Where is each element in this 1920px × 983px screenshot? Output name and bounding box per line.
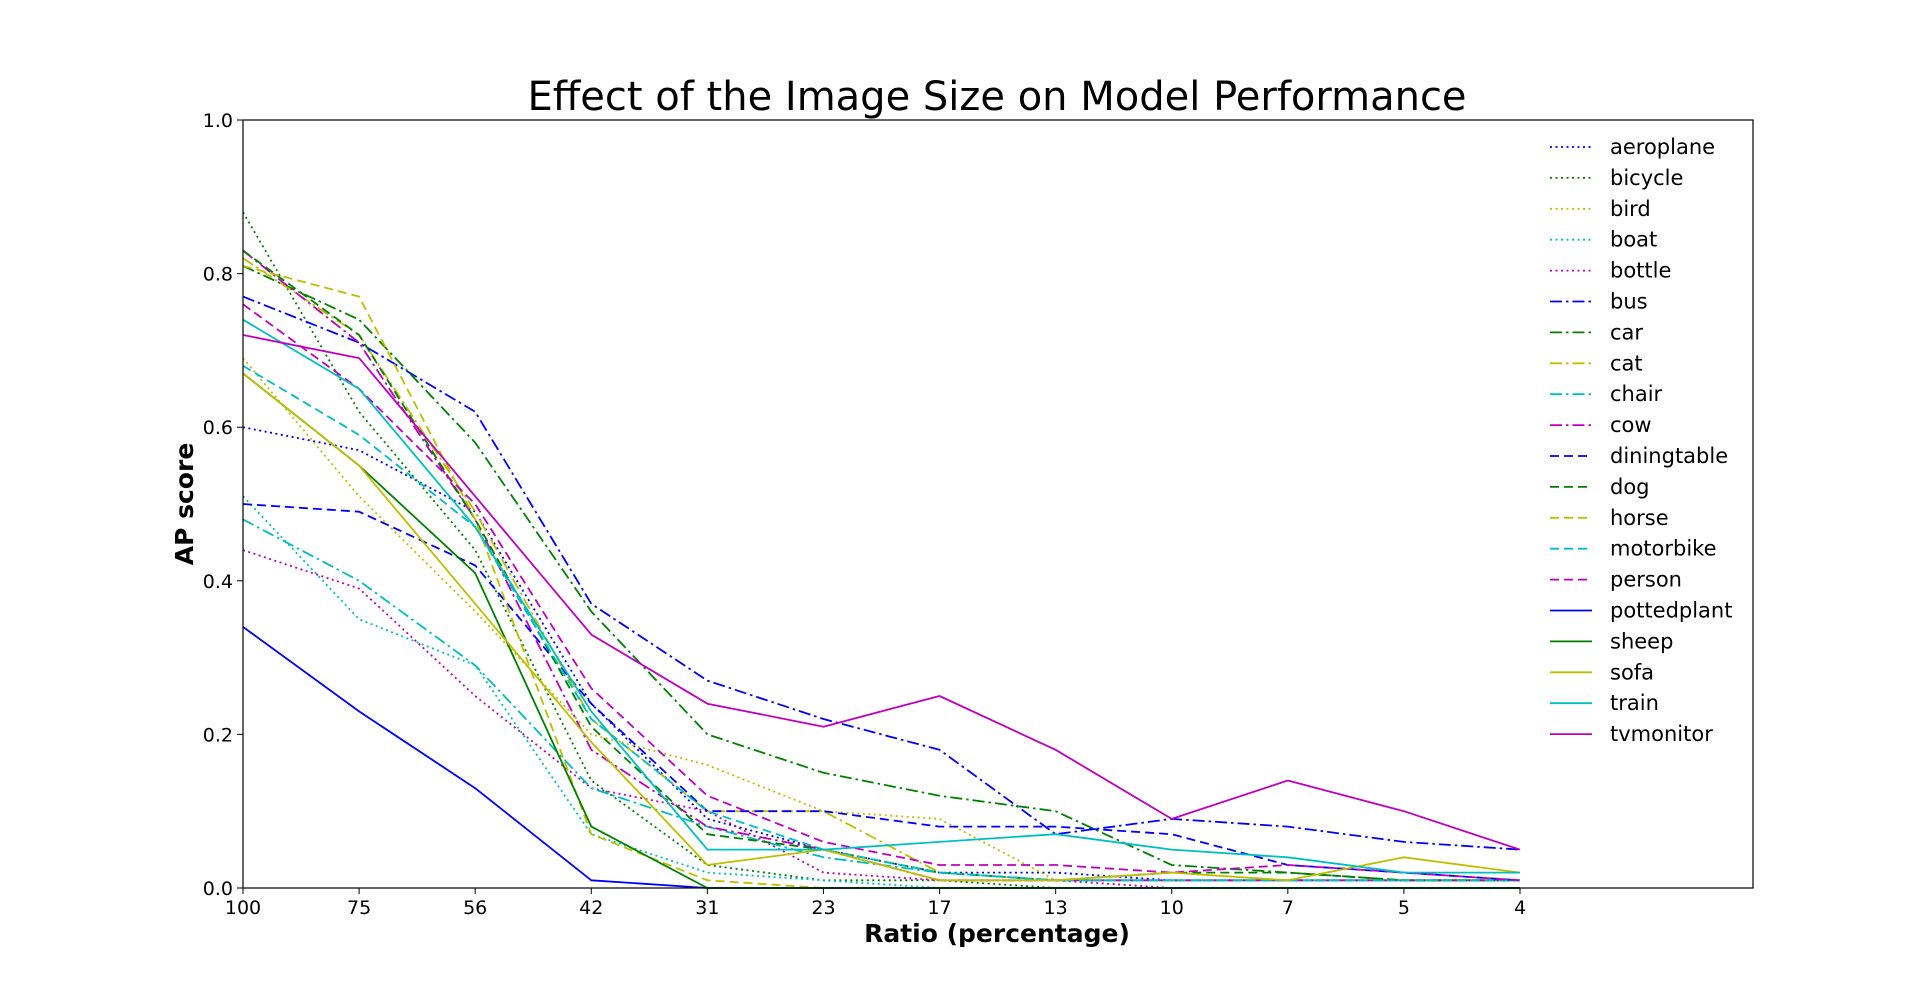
y-tick-label: 1.0	[203, 110, 233, 132]
legend-item-horse: horse	[1550, 506, 1669, 530]
x-tick-label: 75	[347, 897, 371, 919]
legend-item-cow: cow	[1550, 413, 1652, 437]
x-axis-label: Ratio (percentage)	[864, 919, 1130, 948]
series-line-diningtable	[242, 503, 1521, 882]
plot-frame	[242, 119, 1754, 889]
legend-label: train	[1610, 691, 1659, 715]
legend-label: bicycle	[1610, 166, 1683, 190]
legend-label: cow	[1610, 413, 1652, 437]
x-tick-label: 56	[463, 897, 487, 919]
legend-label: bird	[1610, 197, 1651, 221]
y-tick-label: 0.8	[203, 264, 233, 286]
legend-label: dog	[1610, 475, 1650, 499]
legend: aeroplane bicycle bird boat bottle bus car cat c…	[1550, 135, 1732, 746]
legend-label: boat	[1610, 228, 1657, 252]
legend-item-bicycle: bicycle	[1550, 166, 1683, 190]
x-tick-label: 13	[1044, 897, 1068, 919]
series-line-tvmonitor	[242, 334, 1521, 851]
legend-item-diningtable: diningtable	[1550, 444, 1728, 468]
legend-item-aeroplane: aeroplane	[1550, 135, 1715, 159]
x-tick-label: 31	[695, 897, 719, 919]
series-line-car	[242, 265, 1520, 882]
x-tick-label: 17	[927, 897, 951, 919]
legend-item-bird: bird	[1550, 197, 1651, 221]
legend-label: pottedplant	[1610, 599, 1732, 623]
series-line-person	[242, 303, 1521, 882]
legend-item-motorbike: motorbike	[1550, 537, 1717, 561]
series-line-motorbike	[242, 365, 1520, 882]
legend-label: sheep	[1610, 629, 1673, 653]
x-tick-label: 23	[811, 897, 835, 919]
legend-item-cat: cat	[1550, 351, 1643, 375]
legend-label: cat	[1610, 351, 1643, 375]
x-tick-label: 4	[1514, 897, 1526, 919]
legend-label: aeroplane	[1610, 135, 1715, 159]
y-tick-label: 0.6	[203, 417, 233, 439]
legend-label: bottle	[1610, 259, 1671, 283]
legend-label: diningtable	[1610, 444, 1728, 468]
series-line-train	[242, 318, 1520, 874]
x-tick-label: 7	[1282, 897, 1294, 919]
legend-item-person: person	[1550, 568, 1682, 592]
legend-label: motorbike	[1610, 537, 1717, 561]
y-tick-label: 0.0	[203, 878, 233, 900]
x-tick-label: 5	[1398, 897, 1410, 919]
legend-item-dog: dog	[1550, 475, 1650, 499]
legend-label: tvmonitor	[1610, 722, 1713, 746]
x-axis-ticks: 100 75 56 42 31 23 17 13 10 7 5 4	[225, 888, 1526, 919]
y-tick-label: 0.4	[203, 571, 233, 593]
series-line-dog	[242, 249, 1520, 882]
y-axis-label: AP score	[170, 443, 199, 566]
legend-item-train: train	[1550, 691, 1659, 715]
series-line-bicycle	[242, 211, 1520, 889]
legend-label: car	[1610, 320, 1643, 344]
y-tick-label: 0.2	[203, 724, 233, 746]
legend-item-bus: bus	[1550, 290, 1648, 314]
legend-item-tvmonitor: tvmonitor	[1550, 722, 1713, 746]
legend-item-sheep: sheep	[1550, 629, 1673, 653]
legend-label: person	[1610, 568, 1682, 592]
legend-item-boat: boat	[1550, 228, 1657, 252]
series-line-cat	[242, 257, 1520, 882]
series-line-pottedplant	[242, 626, 1520, 889]
series-line-bottle	[242, 549, 1520, 889]
legend-item-sofa: sofa	[1550, 660, 1654, 684]
series-line-bus	[242, 295, 1521, 851]
legend-item-chair: chair	[1550, 382, 1663, 406]
chart-title: Effect of the Image Size on Model Perfor…	[527, 74, 1466, 120]
x-tick-label: 10	[1160, 897, 1184, 919]
x-tick-label: 42	[579, 897, 603, 919]
series-line-sofa	[242, 372, 1521, 882]
y-axis-ticks: 0.0 0.2 0.4 0.6 0.8 1.0	[203, 110, 243, 900]
legend-label: sofa	[1610, 660, 1654, 684]
legend-label: chair	[1610, 382, 1663, 406]
series-line-cow	[242, 249, 1520, 882]
series-lines	[242, 211, 1521, 889]
legend-item-car: car	[1550, 320, 1643, 344]
legend-item-pottedplant: pottedplant	[1550, 599, 1732, 623]
series-line-chair	[242, 518, 1520, 882]
x-tick-label: 100	[225, 897, 261, 919]
series-line-horse	[242, 265, 1520, 889]
legend-item-bottle: bottle	[1550, 259, 1671, 283]
series-line-bird	[242, 357, 1520, 882]
legend-label: bus	[1610, 290, 1648, 314]
legend-label: horse	[1610, 506, 1669, 530]
